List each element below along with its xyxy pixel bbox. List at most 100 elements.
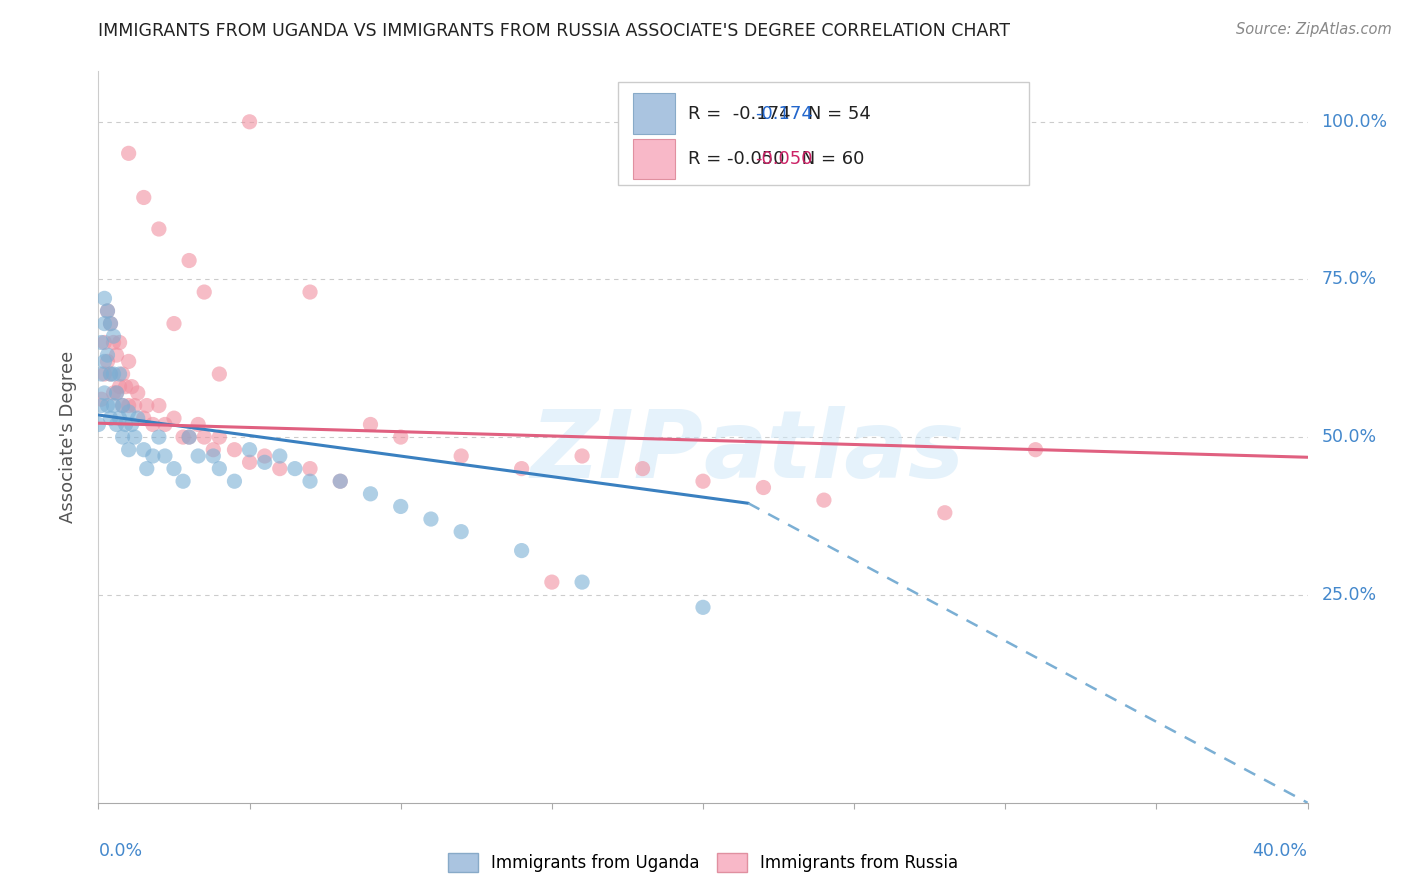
- Point: [299, 461, 322, 475]
- Point: [177, 430, 201, 444]
- Point: [187, 417, 209, 432]
- Point: [135, 461, 157, 475]
- Legend: Immigrants from Uganda, Immigrants from Russia: Immigrants from Uganda, Immigrants from …: [441, 846, 965, 879]
- Point: [103, 399, 125, 413]
- Point: [239, 455, 262, 469]
- Text: -0.174: -0.174: [755, 104, 813, 123]
- Point: [108, 411, 131, 425]
- Text: 100.0%: 100.0%: [1322, 112, 1388, 131]
- Point: [172, 430, 194, 444]
- Point: [269, 449, 291, 463]
- Point: [105, 386, 128, 401]
- Point: [284, 461, 307, 475]
- Text: ZIP: ZIP: [530, 406, 703, 498]
- Point: [177, 430, 201, 444]
- Point: [103, 329, 125, 343]
- Point: [813, 493, 835, 508]
- Point: [114, 379, 136, 393]
- Point: [108, 379, 131, 393]
- Point: [148, 399, 170, 413]
- Point: [148, 430, 170, 444]
- Point: [360, 487, 382, 501]
- Point: [208, 367, 231, 381]
- Point: [93, 367, 115, 381]
- Point: [163, 461, 186, 475]
- Point: [127, 386, 149, 401]
- Point: [142, 449, 165, 463]
- Point: [124, 399, 146, 413]
- Point: [132, 442, 155, 457]
- Point: [253, 449, 276, 463]
- Point: [239, 442, 262, 457]
- Point: [127, 411, 149, 425]
- Point: [208, 430, 231, 444]
- Point: [132, 411, 155, 425]
- Point: [142, 417, 165, 432]
- Point: [135, 399, 157, 413]
- Point: [148, 222, 170, 236]
- Point: [93, 386, 115, 401]
- Point: [187, 449, 209, 463]
- Point: [93, 291, 115, 305]
- Point: [450, 449, 472, 463]
- Point: [90, 367, 112, 381]
- Point: [90, 335, 112, 350]
- Point: [540, 575, 562, 590]
- Point: [571, 449, 593, 463]
- Point: [93, 354, 115, 368]
- Point: [360, 417, 382, 432]
- Text: Source: ZipAtlas.com: Source: ZipAtlas.com: [1236, 22, 1392, 37]
- Point: [96, 304, 118, 318]
- Point: [100, 317, 122, 331]
- Text: R = -0.050   N = 60: R = -0.050 N = 60: [689, 150, 865, 168]
- Point: [132, 190, 155, 204]
- Point: [93, 317, 115, 331]
- Point: [224, 474, 246, 488]
- Point: [692, 474, 714, 488]
- Point: [934, 506, 956, 520]
- Point: [103, 367, 125, 381]
- Point: [111, 399, 134, 413]
- Point: [118, 354, 141, 368]
- Point: [87, 417, 110, 432]
- FancyBboxPatch shape: [619, 82, 1029, 185]
- Text: 75.0%: 75.0%: [1322, 270, 1376, 288]
- Text: 50.0%: 50.0%: [1322, 428, 1376, 446]
- Point: [419, 512, 441, 526]
- Point: [692, 600, 714, 615]
- Point: [510, 461, 533, 475]
- Text: -0.050: -0.050: [755, 150, 813, 168]
- Point: [93, 335, 115, 350]
- Point: [96, 399, 118, 413]
- Point: [172, 474, 194, 488]
- Point: [450, 524, 472, 539]
- Point: [202, 449, 225, 463]
- Point: [90, 392, 112, 407]
- Point: [163, 411, 186, 425]
- Text: IMMIGRANTS FROM UGANDA VS IMMIGRANTS FROM RUSSIA ASSOCIATE'S DEGREE CORRELATION : IMMIGRANTS FROM UGANDA VS IMMIGRANTS FRO…: [98, 22, 1011, 40]
- Point: [96, 348, 118, 362]
- Point: [193, 285, 215, 299]
- Point: [118, 442, 141, 457]
- Point: [111, 367, 134, 381]
- Point: [1024, 442, 1046, 457]
- Point: [96, 354, 118, 368]
- Text: atlas: atlas: [703, 406, 965, 498]
- Point: [111, 430, 134, 444]
- Point: [108, 367, 131, 381]
- Bar: [633, 94, 675, 134]
- Point: [389, 500, 412, 514]
- Point: [299, 474, 322, 488]
- Point: [103, 335, 125, 350]
- Point: [121, 417, 143, 432]
- Point: [108, 335, 131, 350]
- Point: [153, 417, 176, 432]
- Point: [90, 399, 112, 413]
- Point: [177, 253, 201, 268]
- Point: [105, 348, 128, 362]
- Point: [100, 411, 122, 425]
- Point: [202, 442, 225, 457]
- Point: [96, 304, 118, 318]
- Bar: [633, 138, 675, 179]
- Point: [124, 430, 146, 444]
